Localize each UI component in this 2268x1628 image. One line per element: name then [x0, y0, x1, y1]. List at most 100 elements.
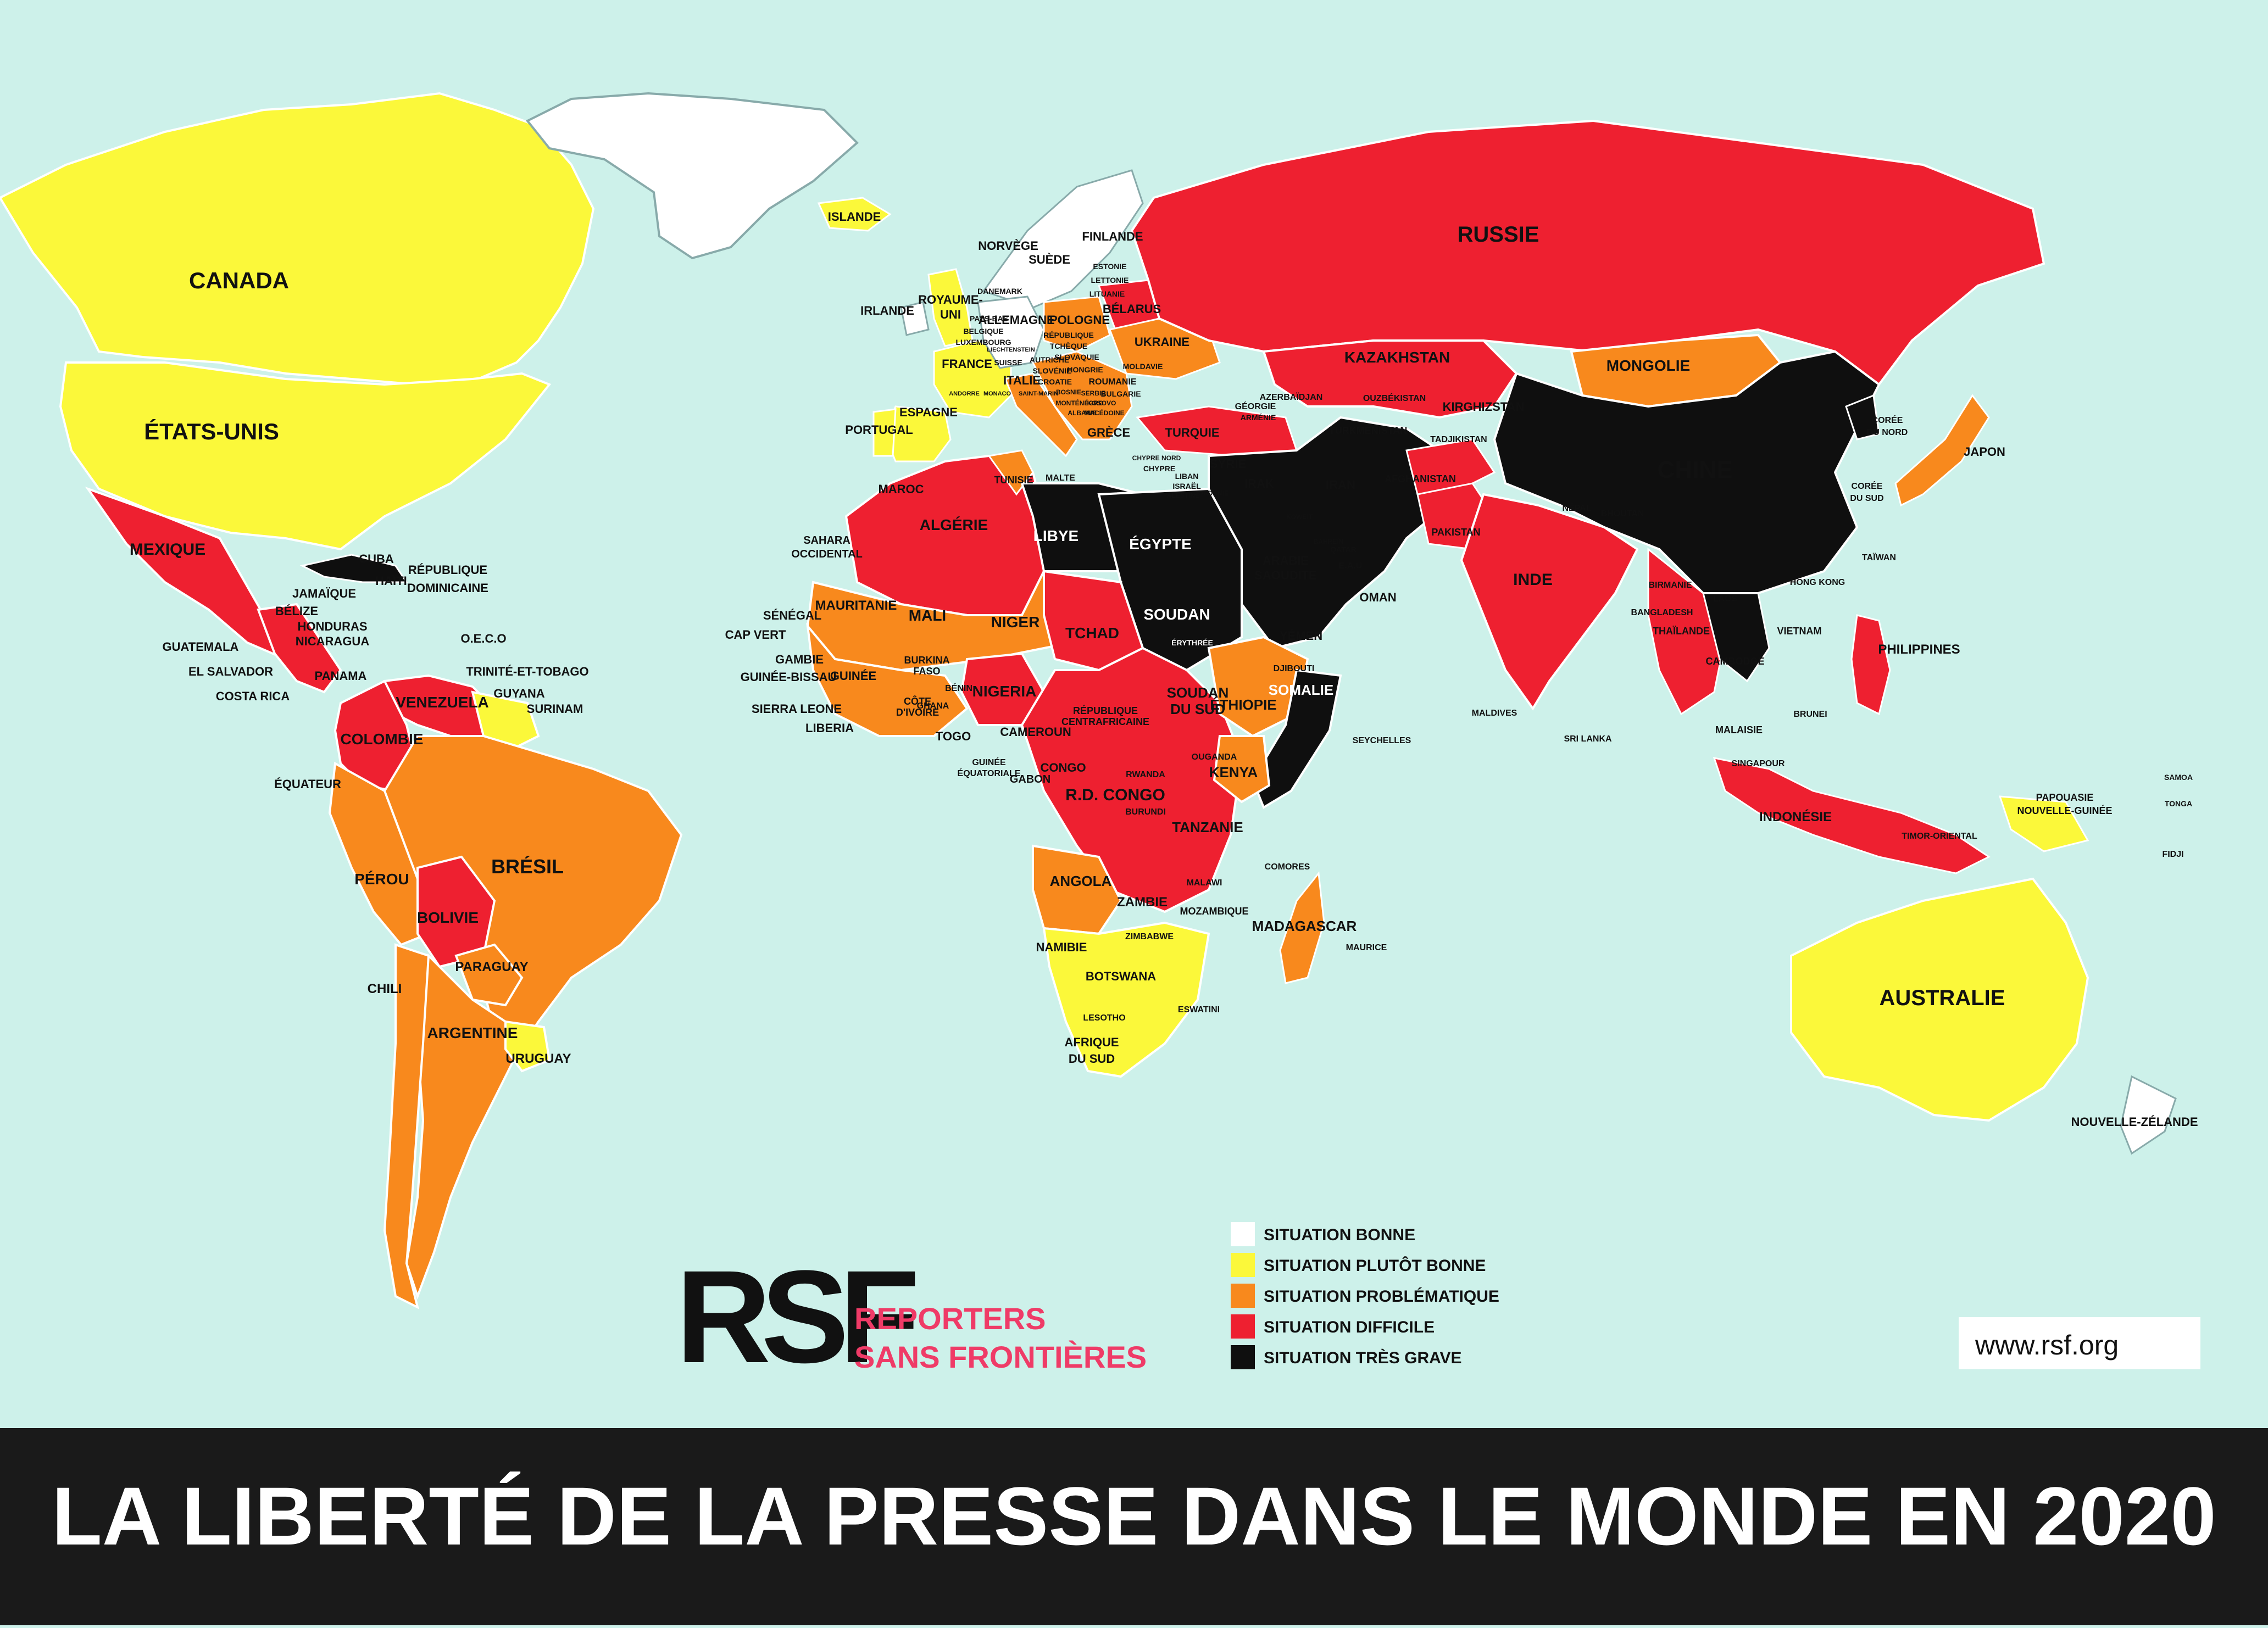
- country-label: MACÉDOINE: [1084, 409, 1124, 417]
- country-label: MALDIVES: [1472, 709, 1517, 718]
- country-label: DOMINICAINE: [407, 581, 488, 595]
- country-label: JAPON: [1964, 445, 2005, 459]
- country-label: AFRIQUE: [1065, 1035, 1119, 1049]
- country-label: COLOMBIE: [341, 731, 424, 748]
- country-label: IRAN: [1326, 478, 1355, 492]
- country-label: TONGA: [2165, 799, 2192, 808]
- country-label: GRÈCE: [1087, 426, 1130, 439]
- region-inde: [1460, 493, 1639, 711]
- country-label: ESTONIE: [1093, 262, 1126, 271]
- brand-name-line2: SANS FRONTIÈRES: [854, 1340, 1147, 1374]
- country-label: OMAN: [1359, 590, 1396, 604]
- country-label: NIGER: [991, 614, 1040, 631]
- country-label: ZAMBIE: [1117, 895, 1168, 910]
- country-label: OCCIDENTAL: [791, 548, 863, 560]
- country-label: SAHARA: [803, 534, 850, 547]
- country-labels: CANADA ÉTATS-UNIS MEXIQUE CUBA HAÏTI JAM…: [130, 210, 2198, 1129]
- country-label: CHYPRE: [1143, 464, 1175, 473]
- country-label: ESPAGNE: [899, 405, 958, 419]
- region-chine: [1493, 350, 1881, 594]
- country-label: CONGO: [1040, 761, 1086, 774]
- country-label: SYRIE: [1210, 457, 1246, 471]
- legend: SITUATION BONNE SITUATION PLUTÔT BONNE SIT…: [1231, 1222, 1499, 1369]
- country-label: BURKINA: [904, 655, 950, 666]
- country-label: PAYS-BAS: [970, 314, 1008, 323]
- country-label: CUBA: [359, 552, 394, 566]
- country-label: ÉTHIOPIE: [1210, 696, 1276, 713]
- rsf-logo-letters: RSF: [676, 1243, 915, 1390]
- country-shapes: [0, 92, 2177, 1309]
- country-label: SAOUDITE: [1254, 568, 1317, 582]
- country-label: BOSNIE: [1056, 388, 1081, 396]
- country-label: RUSSIE: [1458, 222, 1539, 247]
- country-label: LIBERIA: [805, 721, 854, 735]
- country-label: LAOS: [1713, 594, 1738, 604]
- country-label: GABON: [1010, 773, 1050, 785]
- country-label: JAMAÏQUE: [292, 587, 356, 600]
- country-label: GUINÉE-BISSAU: [741, 670, 837, 684]
- country-label: PHILIPPINES: [1878, 642, 1960, 657]
- country-label: TCHÈQUE: [1050, 342, 1087, 350]
- country-label: PALESTINE: [1163, 492, 1199, 499]
- country-label: NORVÈGE: [978, 239, 1038, 253]
- country-label: ÉGYPTE: [1129, 536, 1192, 553]
- country-label: AUTRICHE: [1030, 355, 1069, 364]
- title-banner: [0, 1428, 2268, 1625]
- region-france: [933, 339, 1012, 419]
- country-label: O.E.C.O: [460, 632, 506, 645]
- country-label: BÉLARUS: [1103, 302, 1161, 316]
- country-label: HONGRIE: [1067, 365, 1103, 374]
- country-label: COMORES: [1265, 862, 1310, 872]
- region-balkans: [1031, 350, 1133, 441]
- website-badge: [1959, 1317, 2200, 1369]
- country-label: VIETNAM: [1777, 626, 1822, 637]
- country-label: CENTRAFRICAINE: [1061, 716, 1149, 727]
- country-label: CÔTE: [904, 695, 931, 707]
- country-label: BIRMANIE: [1648, 581, 1692, 590]
- country-label: MONACO: [983, 391, 1011, 397]
- country-label: RWANDA: [1126, 770, 1165, 779]
- legend-label-plutot-bonne: SITUATION PLUTÔT BONNE: [1264, 1256, 1486, 1275]
- country-label: SOUDAN: [1167, 684, 1229, 701]
- country-label: BELGIQUE: [963, 327, 1003, 336]
- country-label: SIERRA LEONE: [752, 702, 842, 716]
- region-somalie: [1251, 668, 1342, 809]
- country-label: MONGOLIE: [1606, 357, 1690, 374]
- country-label: KAZAKHSTAN: [1344, 349, 1450, 366]
- country-label: LESOTHO: [1083, 1013, 1125, 1023]
- country-label: ALGÉRIE: [920, 516, 988, 533]
- legend-swatch-problematique: [1231, 1284, 1255, 1308]
- country-label: INDE: [1513, 571, 1553, 589]
- region-papouasie: [1998, 795, 2089, 852]
- legend-swatch-bonne: [1231, 1222, 1255, 1246]
- legend-label-difficile: SITUATION DIFFICILE: [1264, 1318, 1435, 1336]
- region-coree-du-nord: [1845, 394, 1880, 441]
- country-label: BOTSWANA: [1086, 969, 1156, 983]
- region-cuba: [299, 554, 408, 583]
- country-label: BHOUTAN: [1601, 509, 1644, 518]
- country-label: DJIBOUTI: [1274, 664, 1315, 673]
- country-label: ROUMANIE: [1088, 377, 1136, 387]
- country-label: GUINÉE: [830, 669, 876, 683]
- region-perou: [328, 761, 430, 946]
- website-link[interactable]: www.rsf.org: [1975, 1330, 2119, 1361]
- country-label: EL SALVADOR: [188, 665, 273, 678]
- legend-label-tres-grave: SITUATION TRÈS GRAVE: [1264, 1348, 1462, 1367]
- country-label: FINLANDE: [1082, 230, 1143, 243]
- country-label: MALAISIE: [1715, 724, 1763, 735]
- country-label: SEYCHELLES: [1353, 736, 1411, 745]
- country-label: HAÏTI: [375, 574, 407, 588]
- country-label: KOWEÏT: [1286, 512, 1313, 521]
- country-label: E.A.U: [1339, 561, 1363, 571]
- country-label: KOSOVO: [1087, 399, 1116, 407]
- region-portugal: [872, 408, 897, 457]
- country-label: CAP VERT: [725, 628, 786, 642]
- region-nouvelle-zelande: [2120, 1075, 2177, 1155]
- country-label: PÉROU: [354, 871, 409, 888]
- region-afrique-de-l-ouest: [806, 622, 969, 737]
- country-label: LIBAN: [1175, 472, 1199, 481]
- country-label: NAMIBIE: [1036, 940, 1087, 954]
- country-label: DU SUD: [1069, 1052, 1115, 1066]
- rsf-logo: RSF REPORTERS SANS FRONTIÈRES: [676, 1243, 1147, 1390]
- region-chili: [383, 943, 430, 1309]
